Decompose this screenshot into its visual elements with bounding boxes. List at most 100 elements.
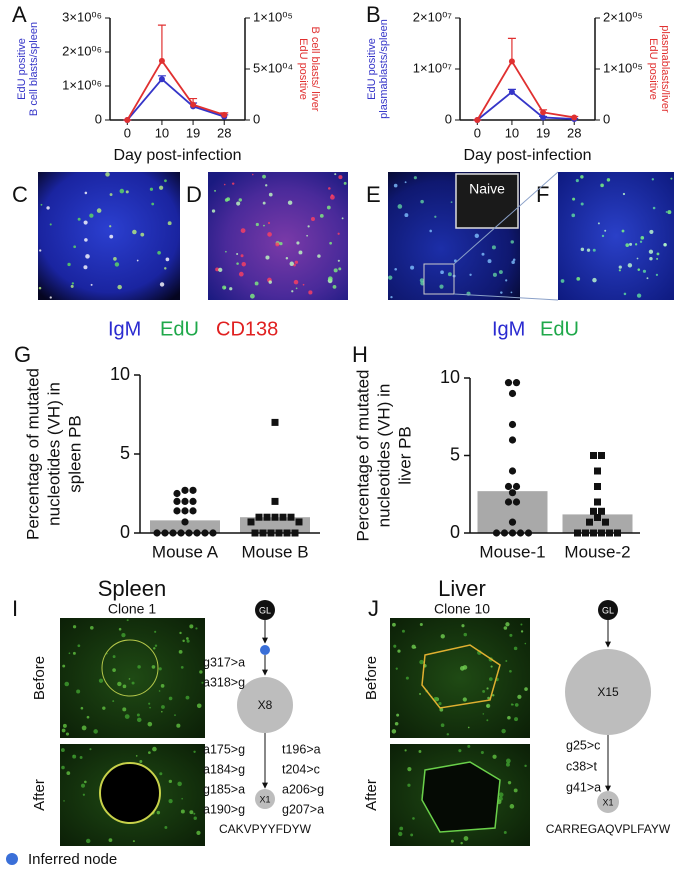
- x-tick-label: Mouse-2: [564, 542, 630, 561]
- speckle: [509, 804, 515, 809]
- speckle: [265, 255, 270, 260]
- speckle: [651, 178, 654, 181]
- speckle: [61, 728, 66, 733]
- data-point: [124, 117, 131, 123]
- speckle: [560, 279, 565, 283]
- speckle: [334, 173, 337, 176]
- data-point: [271, 513, 279, 521]
- speckle: [168, 799, 173, 804]
- bar: [562, 514, 633, 533]
- region-outline: [99, 762, 161, 824]
- micrograph: [60, 618, 205, 738]
- speckle: [211, 209, 216, 213]
- mutation: a206>g: [282, 782, 324, 796]
- panel-label: B: [366, 2, 381, 27]
- speckle: [462, 697, 467, 702]
- speckle: [514, 703, 519, 707]
- speckle: [236, 201, 241, 206]
- speckle: [490, 665, 493, 668]
- data-point: [594, 467, 601, 475]
- error-bar: [157, 24, 166, 61]
- speckle: [463, 632, 468, 637]
- speckle: [446, 733, 450, 736]
- mutation: g207>a: [282, 802, 324, 816]
- speckle: [195, 627, 198, 630]
- speckle: [580, 175, 584, 179]
- data-point: [181, 507, 189, 515]
- speckle: [159, 282, 165, 287]
- y-axis-title: Percentage of mutated: [23, 368, 42, 540]
- speckle: [440, 723, 445, 728]
- speckle: [113, 257, 117, 261]
- cdr3-sequence: CAKVPYYFDYW: [219, 822, 312, 836]
- data-point: [287, 513, 295, 521]
- speckle: [60, 748, 65, 752]
- speckle: [255, 222, 259, 227]
- speckle: [489, 677, 493, 681]
- x-tick-label: Mouse B: [241, 542, 308, 561]
- speckle: [158, 185, 164, 190]
- speckle: [440, 634, 445, 639]
- speckle: [649, 256, 653, 261]
- speckle: [149, 706, 151, 709]
- speckle: [135, 755, 138, 757]
- speckle: [117, 284, 122, 290]
- speckle: [193, 816, 197, 820]
- speckle: [96, 208, 102, 213]
- speckle: [109, 234, 114, 239]
- speckle: [482, 713, 485, 715]
- panel-label: E: [366, 182, 381, 207]
- y2-axis-title: B cell blasts/ liver: [309, 27, 321, 112]
- speckle: [302, 283, 305, 286]
- speckle: [84, 780, 87, 784]
- speckle: [38, 286, 42, 290]
- micrograph: [38, 172, 180, 300]
- speckle: [238, 271, 244, 277]
- data-point: [594, 514, 601, 521]
- speckle: [665, 211, 668, 213]
- speckle: [491, 245, 496, 250]
- speckle: [507, 715, 511, 720]
- speckle: [412, 817, 415, 820]
- y-tick-label: 0: [450, 522, 460, 542]
- speckle: [618, 265, 622, 269]
- speckle: [407, 783, 411, 787]
- data-point: [504, 379, 513, 387]
- speckle: [222, 285, 227, 290]
- data-point: [594, 498, 601, 506]
- data-point: [512, 498, 521, 506]
- speckle: [240, 228, 246, 233]
- speckle: [152, 746, 157, 752]
- x-axis-title: Day post-infection: [113, 147, 241, 164]
- speckle: [254, 281, 259, 286]
- speckle: [251, 173, 254, 176]
- speckle: [306, 234, 308, 237]
- speckle: [310, 216, 315, 221]
- tree-node: [598, 600, 618, 620]
- speckle: [397, 204, 403, 209]
- speckle: [338, 175, 343, 180]
- speckle: [225, 250, 227, 253]
- speckle: [236, 252, 239, 256]
- speckle: [652, 206, 656, 210]
- speckle: [646, 277, 649, 280]
- speckle: [419, 693, 422, 695]
- speckle: [625, 243, 630, 247]
- y-axis-title: nucleotides (VH) in: [44, 382, 63, 526]
- speckle: [84, 191, 88, 195]
- speckle: [72, 625, 77, 629]
- tissue-title: Liver: [438, 576, 486, 601]
- panel-label: I: [12, 596, 18, 621]
- speckle: [84, 238, 88, 242]
- speckle: [214, 189, 216, 192]
- data-point: [181, 518, 189, 526]
- data-point: [590, 452, 597, 459]
- tissue-title: Spleen: [98, 576, 167, 601]
- speckle: [122, 707, 127, 712]
- stain-legend: EdU: [540, 318, 579, 340]
- speckle: [164, 826, 168, 829]
- data-point: [295, 518, 303, 526]
- speckle: [158, 667, 162, 671]
- speckle: [393, 644, 397, 648]
- speckle: [405, 676, 409, 680]
